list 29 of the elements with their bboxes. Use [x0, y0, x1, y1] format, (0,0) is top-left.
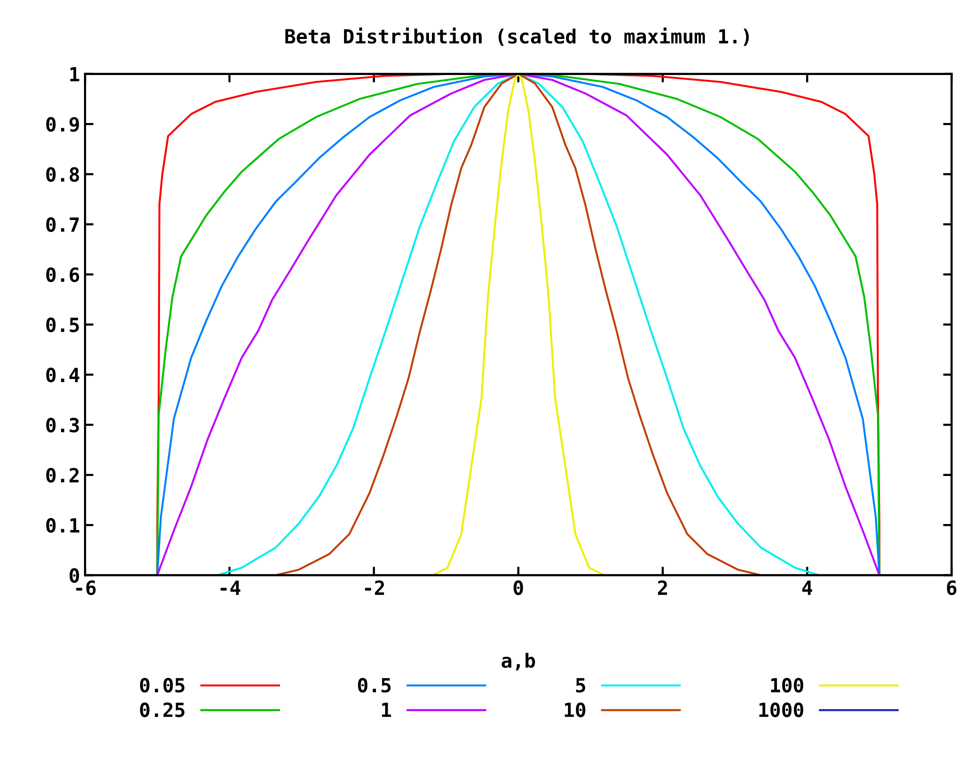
legend-title: a,b — [502, 652, 536, 670]
chart-title: Beta Distribution (scaled to maximum 1.) — [285, 28, 749, 46]
x-tick-label: 2 — [658, 580, 667, 595]
legend-label: 0.05 — [140, 678, 184, 693]
x-tick-label: -2 — [365, 580, 384, 595]
legend-label: 100 — [771, 678, 804, 693]
x-tick-label: 6 — [946, 580, 956, 596]
legend-label: 0.5 — [358, 678, 391, 693]
y-tick-label: 0.3 — [46, 418, 79, 432]
legend-label: 5 — [576, 678, 586, 693]
line-series — [274, 74, 762, 576]
x-tick-label: 0 — [514, 580, 524, 596]
line-series — [431, 74, 606, 576]
y-tick-label: 0.2 — [46, 468, 79, 483]
y-tick-label: 1 — [70, 67, 80, 82]
y-tick-label: 0.9 — [46, 117, 79, 132]
line-series — [216, 74, 820, 576]
y-tick-label: 0.4 — [46, 368, 80, 382]
y-tick-label: 0.7 — [46, 217, 79, 232]
y-tick-label: 0.6 — [46, 267, 80, 282]
legend-label: 10 — [564, 702, 586, 718]
y-tick-label: 0.1 — [46, 518, 80, 533]
x-tick-label: 4 — [802, 580, 812, 595]
y-tick-label: 0.5 — [46, 318, 79, 332]
y-tick-label: 0.8 — [46, 167, 79, 182]
legend-label: 1 — [382, 702, 392, 717]
x-tick-label: -4 — [220, 580, 240, 595]
legend-label: 0.25 — [140, 702, 184, 718]
legend-label: 1000 — [759, 702, 804, 718]
